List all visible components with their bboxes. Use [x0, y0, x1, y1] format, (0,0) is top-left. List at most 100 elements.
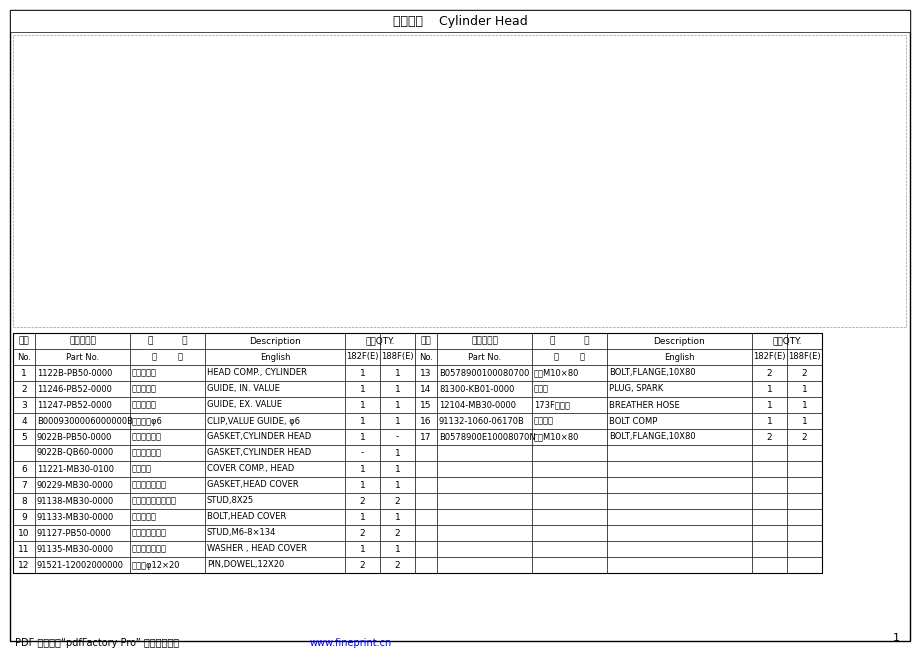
Text: B0578900100080700: B0578900100080700	[438, 368, 528, 378]
Text: 名          称: 名 称	[148, 337, 187, 346]
Text: 2: 2	[766, 432, 771, 441]
Text: 中        文: 中 文	[553, 352, 584, 361]
Text: 173F废气管: 173F废气管	[533, 400, 569, 409]
Text: 1: 1	[892, 633, 899, 643]
Text: 汽缸头密封坠: 汽缸头密封坠	[131, 432, 162, 441]
Text: 4: 4	[21, 417, 27, 426]
Text: -: -	[360, 449, 364, 458]
Text: 12104-MB30-0000: 12104-MB30-0000	[438, 400, 516, 409]
Text: 12: 12	[18, 561, 29, 570]
Text: 螺栓M10×80: 螺栓M10×80	[533, 368, 579, 378]
Text: BOLT,HEAD COVER: BOLT,HEAD COVER	[207, 512, 286, 521]
Text: 2: 2	[21, 385, 27, 393]
Text: 名          称: 名 称	[550, 337, 588, 346]
Text: 2: 2	[359, 561, 365, 570]
Text: 11246-PB52-0000: 11246-PB52-0000	[37, 385, 112, 393]
Text: 1: 1	[800, 417, 807, 426]
Text: B0578900E10008070N: B0578900E10008070N	[438, 432, 535, 441]
Text: HEAD COMP., CYLINDER: HEAD COMP., CYLINDER	[207, 368, 307, 378]
Text: 1: 1	[766, 400, 772, 409]
Text: 螺栓组合: 螺栓组合	[533, 417, 553, 426]
Text: 13: 13	[420, 368, 431, 378]
Text: 1: 1	[359, 465, 365, 473]
Text: GASKET,HEAD COVER: GASKET,HEAD COVER	[207, 480, 299, 490]
Text: English: English	[664, 352, 694, 361]
Text: GASKET,CYLINDER HEAD: GASKET,CYLINDER HEAD	[207, 449, 311, 458]
Text: 1: 1	[359, 544, 365, 553]
Text: 1: 1	[394, 368, 400, 378]
Text: BOLT,FLANGE,10X80: BOLT,FLANGE,10X80	[608, 368, 695, 378]
Text: 188F(E): 188F(E)	[788, 352, 820, 361]
Text: 15: 15	[420, 400, 431, 409]
Text: 2: 2	[766, 368, 771, 378]
Text: 91138-MB30-0000: 91138-MB30-0000	[37, 497, 114, 505]
Text: 1: 1	[359, 368, 365, 378]
Text: STUD,M6-8×134: STUD,M6-8×134	[207, 529, 276, 538]
Text: 零部件编号: 零部件编号	[471, 337, 497, 346]
Text: PLUG, SPARK: PLUG, SPARK	[608, 385, 663, 393]
Text: 16: 16	[420, 417, 431, 426]
Text: 1: 1	[800, 385, 807, 393]
Text: 11: 11	[18, 544, 29, 553]
Text: 81300-KB01-0000: 81300-KB01-0000	[438, 385, 514, 393]
Text: 1: 1	[359, 432, 365, 441]
Text: 缸头排气口双头螺栓: 缸头排气口双头螺栓	[131, 497, 176, 505]
Text: 序号: 序号	[420, 337, 431, 346]
Text: 9022B-QB60-0000: 9022B-QB60-0000	[37, 449, 114, 458]
Text: 91127-PB50-0000: 91127-PB50-0000	[37, 529, 112, 538]
Text: 数量QTY.: 数量QTY.	[771, 337, 800, 346]
Text: 2: 2	[359, 529, 365, 538]
Text: 弹簧垫圈φ6: 弹簧垫圈φ6	[131, 417, 163, 426]
Text: WASHER , HEAD COVER: WASHER , HEAD COVER	[207, 544, 307, 553]
Text: 1: 1	[394, 400, 400, 409]
Text: 缸头组件    Cylinder Head: 缸头组件 Cylinder Head	[392, 14, 527, 27]
Text: 11247-PB52-0000: 11247-PB52-0000	[37, 400, 112, 409]
Text: 进气门导管: 进气门导管	[131, 385, 157, 393]
Text: 定位销φ12×20: 定位销φ12×20	[131, 561, 180, 570]
Text: 1: 1	[359, 385, 365, 393]
Text: English: English	[259, 352, 289, 361]
Text: 2: 2	[800, 368, 807, 378]
Text: 6: 6	[21, 465, 27, 473]
Text: 182F(E): 182F(E)	[346, 352, 379, 361]
Text: Description: Description	[652, 337, 705, 346]
Text: 汽缸头盖密封坠: 汽缸头盖密封坠	[131, 480, 167, 490]
Text: 9022B-PB50-0000: 9022B-PB50-0000	[37, 432, 112, 441]
Text: 17: 17	[420, 432, 431, 441]
Text: No.: No.	[418, 352, 433, 361]
Text: 91521-12002000000: 91521-12002000000	[37, 561, 124, 570]
Text: BOLT,FLANGE,10X80: BOLT,FLANGE,10X80	[608, 432, 695, 441]
Text: 1: 1	[359, 480, 365, 490]
Text: 1: 1	[394, 480, 400, 490]
Text: GUIDE, EX. VALUE: GUIDE, EX. VALUE	[207, 400, 282, 409]
Text: 1: 1	[359, 417, 365, 426]
Text: 数量QTY.: 数量QTY.	[365, 337, 394, 346]
Text: 10: 10	[18, 529, 29, 538]
Text: 8: 8	[21, 497, 27, 505]
Bar	[10, 10, 909, 32]
Text: BREATHER HOSE: BREATHER HOSE	[608, 400, 679, 409]
Text: 排气门导管: 排气门导管	[131, 400, 157, 409]
Text: 序号: 序号	[18, 337, 29, 346]
Text: 1: 1	[394, 544, 400, 553]
Text: 火花塞: 火花塞	[533, 385, 549, 393]
Text: 91135-MB30-0000: 91135-MB30-0000	[37, 544, 114, 553]
Text: Description: Description	[249, 337, 301, 346]
Text: 进气管双头螺栓: 进气管双头螺栓	[131, 529, 167, 538]
Text: 汽缸头密封坠: 汽缸头密封坠	[131, 449, 162, 458]
Bar	[13, 35, 905, 327]
Text: B0009300006000000B: B0009300006000000B	[37, 417, 133, 426]
Text: 182F(E): 182F(E)	[753, 352, 785, 361]
Text: 2: 2	[394, 561, 400, 570]
Text: 缸头罩螺栓胶坠: 缸头罩螺栓胶坠	[131, 544, 167, 553]
Text: 90229-MB30-0000: 90229-MB30-0000	[37, 480, 114, 490]
Text: 1: 1	[766, 385, 772, 393]
Text: GUIDE, IN. VALUE: GUIDE, IN. VALUE	[207, 385, 279, 393]
Text: 2: 2	[394, 497, 400, 505]
Text: 14: 14	[420, 385, 431, 393]
Text: 中        文: 中 文	[152, 352, 183, 361]
Text: 5: 5	[21, 432, 27, 441]
Text: 1: 1	[394, 449, 400, 458]
Text: GASKET,CYLINDER HEAD: GASKET,CYLINDER HEAD	[207, 432, 311, 441]
Text: 1: 1	[394, 465, 400, 473]
